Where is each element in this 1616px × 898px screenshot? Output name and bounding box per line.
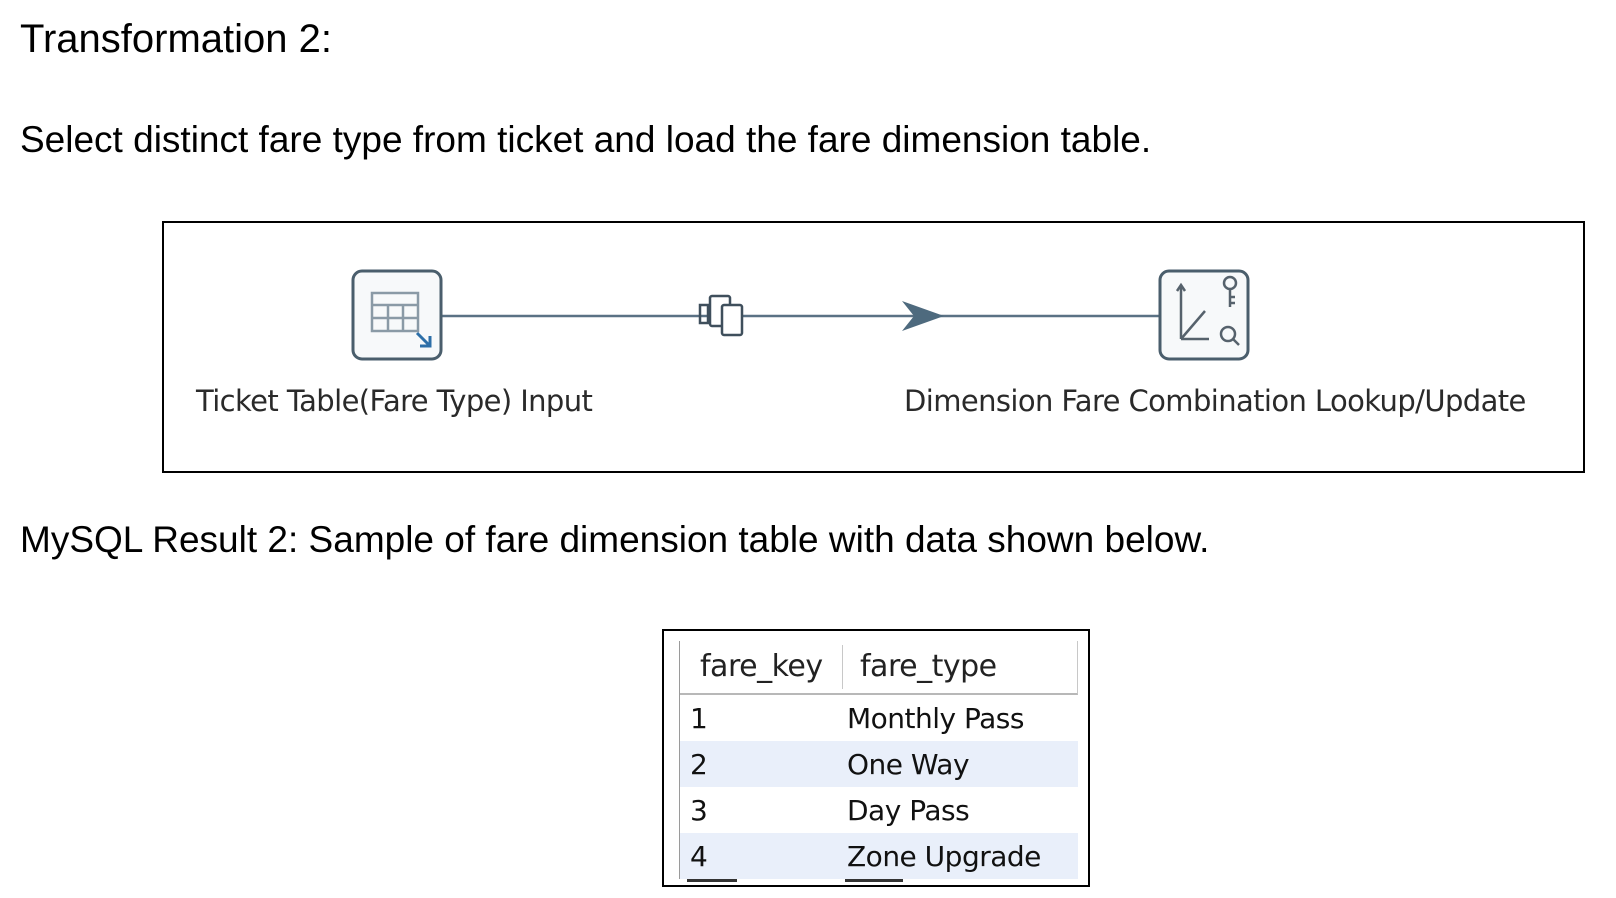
- result-grid-body: fare_key fare_type 1 Monthly Pass 2 One …: [679, 641, 1078, 879]
- scroll-indicator[interactable]: [845, 879, 903, 882]
- cell-fare-type: Zone Upgrade: [847, 840, 1041, 873]
- flow-canvas: [351, 269, 1250, 361]
- combination-lookup-icon[interactable]: [1158, 269, 1250, 361]
- grid-header-row: fare_key fare_type: [680, 641, 1078, 695]
- cell-fare-key: 4: [690, 840, 708, 873]
- cell-fare-type: One Way: [847, 748, 970, 781]
- column-divider[interactable]: [842, 645, 843, 689]
- cell-fare-key: 3: [690, 794, 708, 827]
- hop-arrow-icon: [902, 301, 944, 331]
- table-row[interactable]: 4 Zone Upgrade: [680, 833, 1078, 879]
- result-grid: fare_key fare_type 1 Monthly Pass 2 One …: [662, 629, 1090, 887]
- scroll-indicator[interactable]: [687, 879, 737, 882]
- page-title: Transformation 2:: [20, 17, 332, 61]
- cell-fare-type: Day Pass: [847, 794, 970, 827]
- cell-fare-type: Monthly Pass: [847, 702, 1024, 735]
- transformation-description: Select distinct fare type from ticket an…: [20, 119, 1152, 160]
- cell-fare-key: 2: [690, 748, 708, 781]
- result-caption: MySQL Result 2: Sample of fare dimension…: [20, 519, 1210, 560]
- step-label-table-input[interactable]: Ticket Table(Fare Type) Input: [196, 384, 593, 418]
- step-label-combination-lookup[interactable]: Dimension Fare Combination Lookup/Update: [904, 384, 1526, 418]
- table-input-icon[interactable]: [351, 269, 443, 361]
- table-row[interactable]: 1 Monthly Pass: [680, 695, 1078, 741]
- table-row[interactable]: 2 One Way: [680, 741, 1078, 787]
- table-row[interactable]: 3 Day Pass: [680, 787, 1078, 833]
- transformation-diagram: Ticket Table(Fare Type) Input Dimension …: [162, 221, 1585, 473]
- cell-fare-key: 1: [690, 702, 708, 735]
- column-header-fare-key[interactable]: fare_key: [700, 649, 823, 684]
- copy-rows-icon[interactable]: [698, 294, 744, 337]
- column-header-fare-type[interactable]: fare_type: [860, 649, 997, 684]
